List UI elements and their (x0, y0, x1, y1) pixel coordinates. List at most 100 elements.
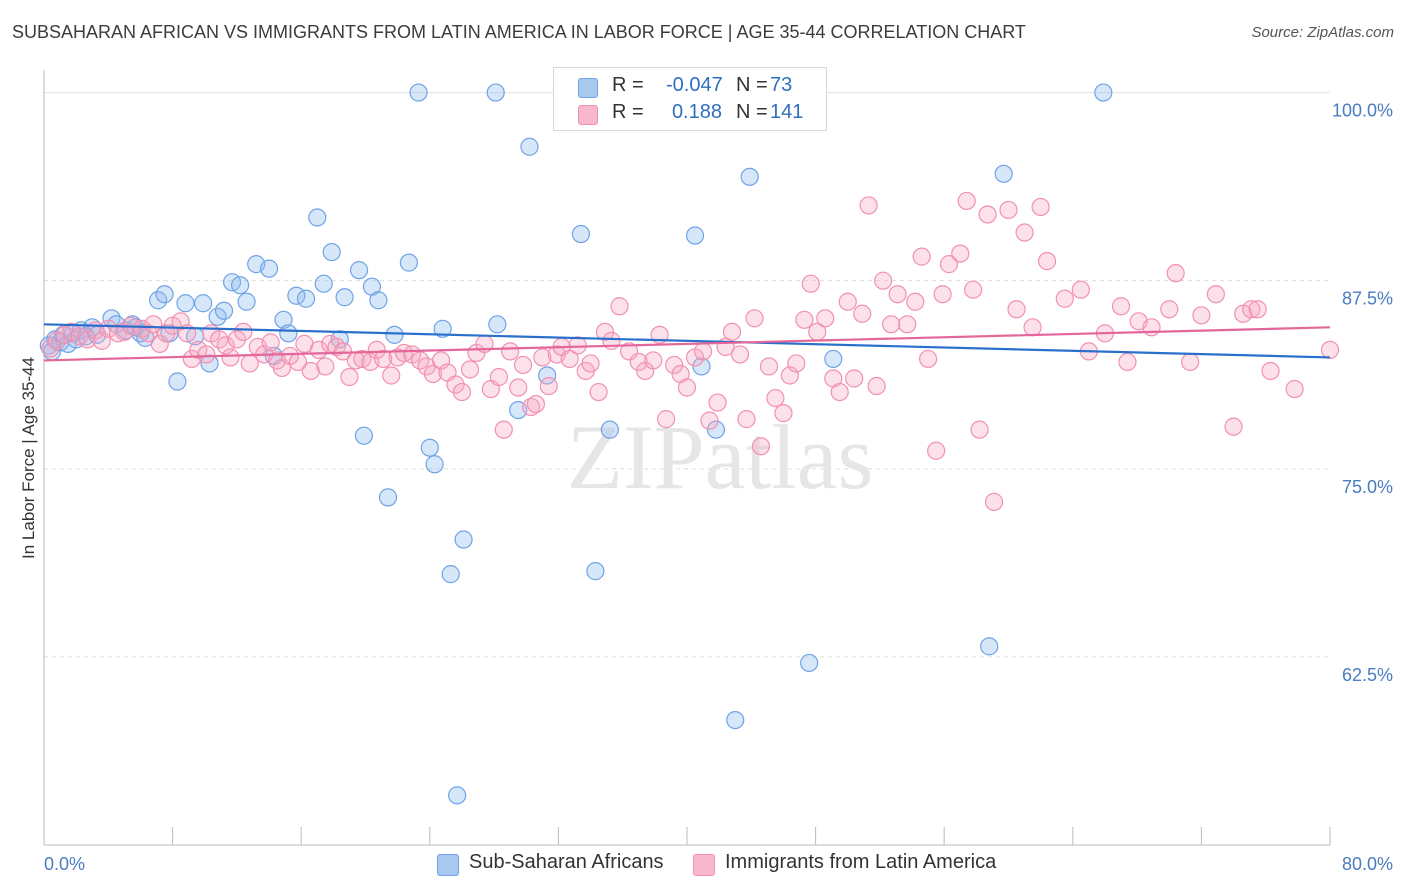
legend-n-label: N = (736, 74, 768, 96)
legend-item-label: Immigrants from Latin America (725, 851, 997, 873)
point-latin-america (795, 310, 814, 329)
point-subsaharan (420, 438, 439, 457)
point-latin-america (737, 410, 756, 429)
point-latin-america (526, 394, 545, 414)
point-subsaharan (740, 167, 759, 186)
point-latin-america (316, 357, 335, 376)
point-latin-america (888, 285, 907, 304)
point-subsaharan (980, 637, 999, 656)
point-latin-america (1111, 297, 1131, 316)
point-latin-america (1166, 264, 1185, 283)
point-subsaharan (486, 83, 505, 102)
point-latin-america (933, 285, 952, 304)
point-latin-america (1160, 300, 1179, 319)
point-latin-america (610, 297, 629, 316)
point-latin-america (751, 437, 771, 456)
stats-legend: R = -0.047 N = 73 R = 0.188 N = 141 (553, 67, 827, 131)
point-subsaharan (274, 310, 293, 329)
point-subsaharan (385, 325, 404, 344)
legend-r-label: R = (612, 101, 644, 123)
point-subsaharan (335, 288, 354, 307)
point-subsaharan (824, 349, 843, 369)
legend-item-label: Sub-Saharan Africans (469, 851, 664, 873)
point-subsaharan (706, 420, 726, 439)
y-tick-label: 75.0% (1342, 477, 1393, 497)
series-legend: Sub-Saharan Africans Immigrants from Lat… (0, 851, 1406, 877)
point-latin-america (838, 292, 857, 311)
point-latin-america (657, 410, 676, 429)
point-latin-america (874, 271, 893, 290)
point-latin-america (1007, 300, 1026, 319)
y-tick-label: 100.0% (1332, 101, 1393, 121)
point-latin-america (853, 304, 872, 323)
point-subsaharan (692, 357, 711, 376)
legend-swatch-blue (437, 854, 459, 876)
point-latin-america (700, 411, 719, 430)
point-latin-america (1285, 379, 1304, 399)
point-subsaharan (685, 226, 705, 245)
point-subsaharan (1094, 83, 1113, 102)
point-latin-america (452, 382, 472, 402)
y-tick-label: 62.5% (1342, 665, 1393, 685)
point-latin-america (1224, 417, 1243, 436)
point-latin-america (867, 376, 886, 396)
point-latin-america (759, 357, 779, 376)
point-latin-america (766, 388, 785, 408)
point-subsaharan (520, 137, 539, 156)
point-subsaharan (571, 224, 591, 244)
point-subsaharan (994, 164, 1013, 183)
point-latin-america (984, 492, 1004, 511)
point-latin-america (227, 330, 246, 349)
point-latin-america (816, 309, 835, 328)
legend-r-value: -0.047 (666, 74, 723, 96)
point-latin-america (957, 191, 976, 211)
point-latin-america (939, 255, 959, 274)
point-subsaharan (349, 261, 369, 280)
y-axis-label: In Labor Force | Age 35-44 (19, 357, 38, 559)
point-subsaharan (800, 653, 819, 673)
point-latin-america (1118, 352, 1137, 372)
point-latin-america (859, 196, 878, 215)
legend-n-value: 141 (770, 101, 804, 123)
point-subsaharan (441, 565, 460, 584)
point-latin-america (882, 315, 901, 334)
point-latin-america (665, 355, 684, 375)
point-latin-america (157, 324, 176, 343)
point-latin-america (509, 378, 528, 397)
point-subsaharan (354, 426, 373, 445)
point-latin-america (333, 342, 353, 361)
point-latin-america (533, 348, 552, 367)
point-latin-america (144, 315, 163, 334)
point-latin-america (830, 382, 849, 402)
source-credit: Source: ZipAtlas.com (1251, 24, 1394, 41)
point-latin-america (906, 292, 925, 311)
point-subsaharan (155, 285, 174, 304)
point-latin-america (460, 360, 480, 379)
point-subsaharan (176, 294, 195, 313)
legend-swatch-blue (578, 78, 598, 98)
point-subsaharan (488, 315, 507, 334)
point-subsaharan (726, 710, 745, 730)
point-latin-america (595, 322, 615, 341)
point-latin-america (1023, 318, 1042, 337)
point-subsaharan (425, 455, 444, 474)
point-latin-america (1181, 352, 1200, 372)
point-latin-america (301, 361, 320, 381)
point-latin-america (1015, 223, 1034, 242)
point-latin-america (139, 324, 158, 343)
point-latin-america (801, 274, 820, 293)
legend-swatch-pink (693, 854, 715, 876)
point-latin-america (1031, 197, 1050, 217)
point-subsaharan (586, 562, 605, 581)
point-latin-america (912, 247, 931, 266)
point-subsaharan (369, 291, 388, 310)
point-latin-america (774, 404, 793, 423)
point-subsaharan (378, 488, 398, 507)
point-latin-america (446, 375, 465, 394)
point-latin-america (730, 345, 750, 364)
point-latin-america (677, 378, 697, 397)
point-latin-america (41, 339, 60, 358)
point-latin-america (261, 333, 280, 352)
point-latin-america (182, 349, 201, 369)
